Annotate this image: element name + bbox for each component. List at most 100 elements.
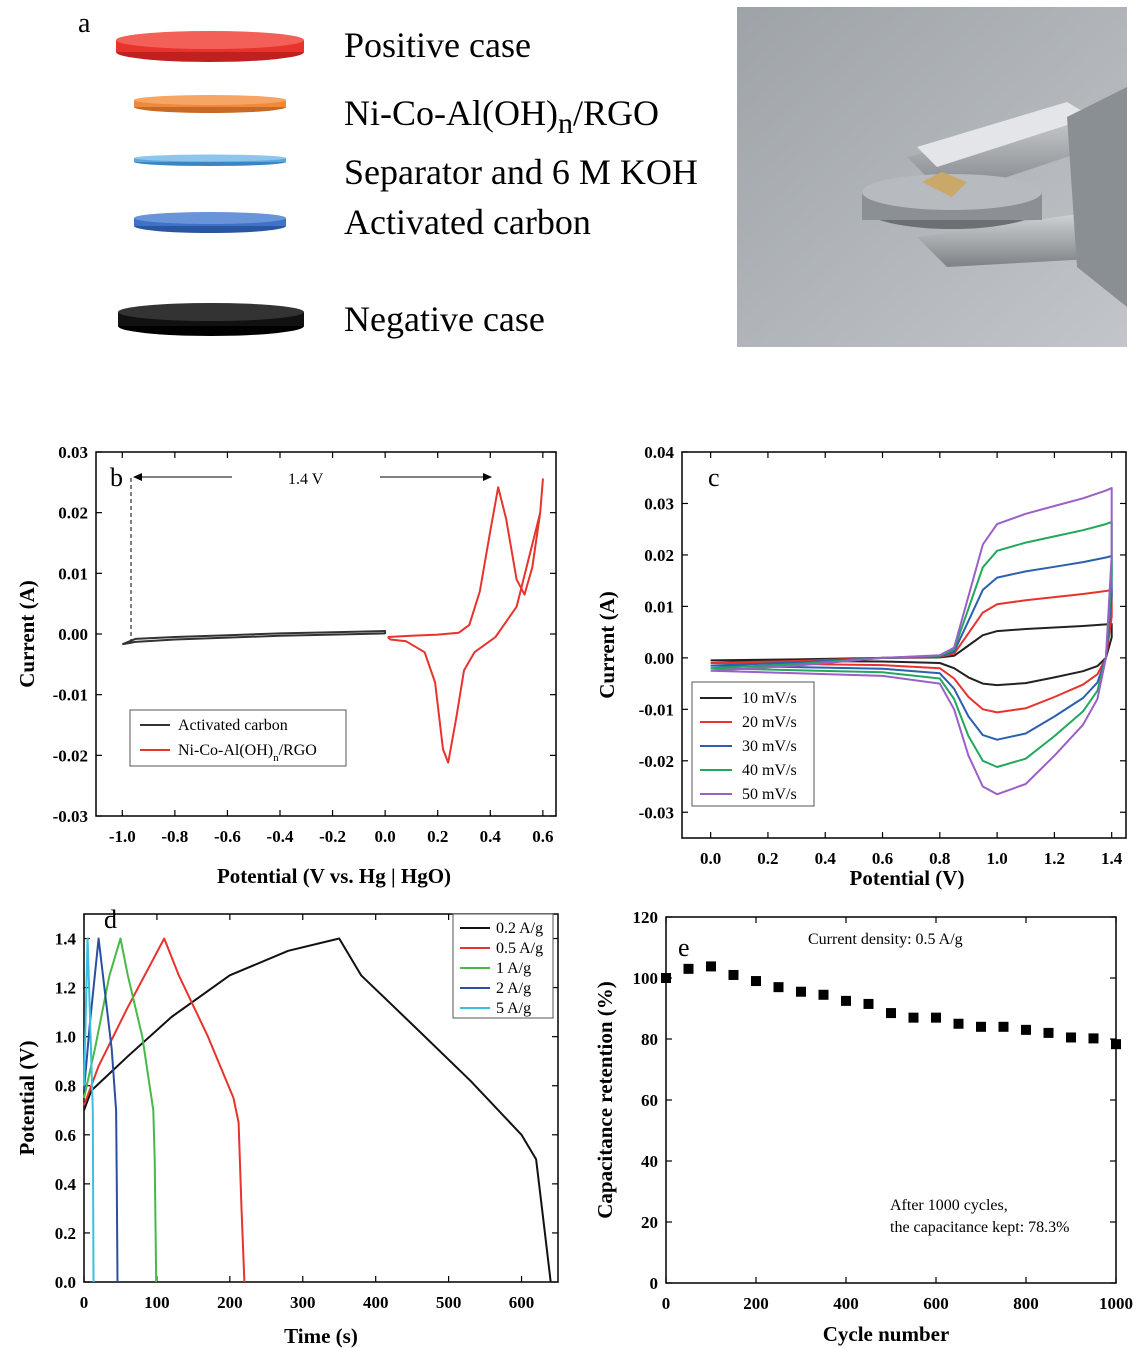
panel-a-coin-cell-assembly: a Positive case Ni-Co-Al(OH)n/RGO Separa… xyxy=(0,0,1141,380)
y-tick-label: 20 xyxy=(641,1213,658,1232)
coin-cell-clip-photo xyxy=(737,7,1127,347)
nicoal-rgo-disc xyxy=(134,95,286,113)
legend: 10 mV/s 20 mV/s 30 mV/s 40 mV/s 50 mV/s xyxy=(691,681,815,807)
data-point xyxy=(841,995,851,1006)
legend-box xyxy=(129,709,347,767)
series-line-2 xyxy=(710,555,1113,741)
x-ticks: 0.0 0.2 0.4 0.6 0.8 1.0 1.2 1.4 xyxy=(700,452,1123,868)
y-axis-title: Capacitance retention (%) xyxy=(593,981,617,1219)
y-tick-label: -0.02 xyxy=(639,752,674,771)
x-tick-label: 800 xyxy=(1013,1294,1039,1313)
x-tick-label: 1.0 xyxy=(986,849,1007,868)
y-tick-label: 0.02 xyxy=(644,546,674,565)
arrow-head-right xyxy=(483,473,492,481)
series-line-3 xyxy=(710,521,1113,768)
series-line-1 xyxy=(83,937,246,1283)
y-tick-label: 0.03 xyxy=(644,494,674,513)
y-tick-label: 1.4 xyxy=(55,930,77,949)
x-axis-title: Time (s) xyxy=(284,1324,358,1348)
y-tick-label: 0.6 xyxy=(55,1126,76,1145)
x-tick-label: 400 xyxy=(833,1294,859,1313)
x-tick-label: -1.0 xyxy=(109,827,136,846)
y-tick-label: -0.03 xyxy=(53,807,88,826)
data-point xyxy=(728,969,739,980)
data-point xyxy=(706,961,716,972)
x-tick-label: 400 xyxy=(363,1293,389,1312)
retention-annotation-line-1: After 1000 cycles, xyxy=(890,1197,1008,1214)
y-tick-label: 60 xyxy=(641,1091,658,1110)
data-point xyxy=(773,982,784,993)
retention-annotation-line-2: the capacitance kept: 78.3% xyxy=(890,1219,1069,1236)
data-point xyxy=(931,1012,941,1023)
data-point xyxy=(1088,1033,1099,1044)
legend-label: 0.2 A/g xyxy=(496,920,543,937)
data-point xyxy=(661,973,671,983)
data-point xyxy=(908,1012,919,1023)
y-axis-title: Current (A) xyxy=(595,591,619,699)
y-ticks: -0.03 -0.02 -0.01 0.00 0.01 0.02 0.03 0.04 xyxy=(639,443,1126,822)
y-tick-label: 100 xyxy=(633,969,659,988)
x-tick-label: 1.2 xyxy=(1044,849,1065,868)
span-annotation: 1.4 V xyxy=(288,471,324,488)
y-tick-label: 0.04 xyxy=(644,443,674,462)
legend-label: 0.5 A/g xyxy=(496,940,543,957)
current-density-annotation: Current density: 0.5 A/g xyxy=(808,931,963,948)
data-point xyxy=(1066,1032,1076,1043)
data-point xyxy=(976,1021,986,1032)
x-tick-label: -0.6 xyxy=(214,827,241,846)
data-point xyxy=(953,1018,964,1029)
x-tick-label: 1.4 xyxy=(1101,849,1123,868)
x-axis-title: Potential (V vs. Hg | HgO) xyxy=(217,864,451,888)
layer-label: Ni-Co-Al(OH)n/RGO xyxy=(344,93,659,141)
y-ticks: -0.03 -0.02 -0.01 0.00 0.01 0.02 0.03 xyxy=(53,443,556,826)
x-axis-title: Potential (V) xyxy=(850,866,965,890)
gcd-chart: 0 100 200 300 400 500 600 0.0 0.2 0.4 0.6 0.8 1.0 1.… xyxy=(15,905,559,1348)
y-tick-label: -0.01 xyxy=(53,686,88,705)
legend-label: 5 A/g xyxy=(496,1000,531,1017)
y-tick-label: 0 xyxy=(650,1274,659,1293)
x-tick-label: 600 xyxy=(923,1294,949,1313)
panel-letter-d: d xyxy=(104,905,117,934)
data-point xyxy=(683,963,694,974)
data-point xyxy=(863,998,874,1009)
y-tick-label: -0.02 xyxy=(53,746,88,765)
legend-label: 30 mV/s xyxy=(742,738,797,755)
legend-label: 20 mV/s xyxy=(742,714,797,731)
x-tick-label: 0.6 xyxy=(532,827,553,846)
y-axis-title: Current (A) xyxy=(15,580,39,688)
series-line-4 xyxy=(83,937,95,1283)
x-tick-label: 0.4 xyxy=(480,827,502,846)
layer-label: Separator and 6 M KOH xyxy=(344,152,698,192)
y-ticks: 0.0 0.2 0.4 0.6 0.8 1.0 1.2 1.4 xyxy=(55,930,558,1292)
activated-carbon-disc xyxy=(134,212,286,233)
layer-label: Activated carbon xyxy=(344,202,591,242)
y-tick-label: 0.00 xyxy=(644,649,674,668)
y-tick-label: 1.0 xyxy=(55,1028,76,1047)
x-tick-label: 200 xyxy=(217,1293,243,1312)
y-tick-label: -0.01 xyxy=(639,700,674,719)
cycling-stability-chart: 0 200 400 600 800 1000 0 20 40 60 80 100 120 e Curr… xyxy=(593,908,1133,1346)
series-line-3 xyxy=(83,937,119,1283)
legend-label: 50 mV/s xyxy=(742,786,797,803)
legend-label: Activated carbon xyxy=(178,717,288,734)
positive-case-disc xyxy=(116,31,304,62)
data-point xyxy=(1021,1024,1031,1035)
y-tick-label: 1.2 xyxy=(55,979,76,998)
legend-label: 10 mV/s xyxy=(742,690,797,707)
y-tick-label: 40 xyxy=(641,1152,658,1171)
x-tick-label: 0.4 xyxy=(815,849,837,868)
legend-box xyxy=(691,681,815,807)
data-point xyxy=(1111,1039,1121,1050)
series-line-0 xyxy=(710,622,1113,687)
y-tick-label: 0.2 xyxy=(55,1224,76,1243)
panel-letter-a: a xyxy=(78,8,91,39)
x-tick-label: 100 xyxy=(144,1293,170,1312)
series-line-2 xyxy=(83,937,158,1283)
x-tick-label: 0 xyxy=(662,1294,671,1313)
y-tick-label: -0.03 xyxy=(639,803,674,822)
x-tick-label: 0.2 xyxy=(757,849,778,868)
series-line-4 xyxy=(710,487,1113,796)
data-point xyxy=(796,986,806,997)
legend: Activated carbon Ni-Co-Al(OH)n/RGO xyxy=(129,709,347,767)
layer-label: Positive case xyxy=(344,25,531,65)
